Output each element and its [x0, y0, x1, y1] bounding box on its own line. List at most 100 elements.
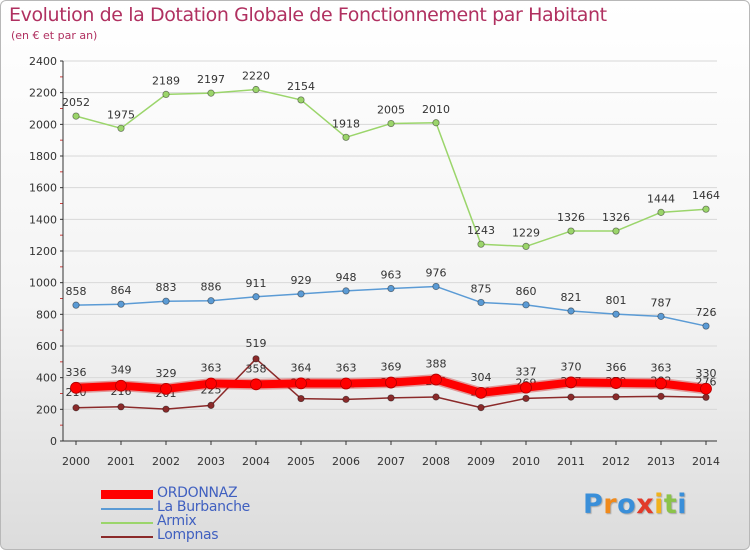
- data-point: [432, 119, 440, 127]
- data-label: 875: [471, 282, 492, 295]
- data-label: 388: [426, 358, 447, 371]
- data-point: [565, 376, 577, 389]
- data-point: [385, 376, 397, 389]
- data-point: [700, 382, 712, 395]
- data-point: [297, 96, 305, 104]
- legend-label: Lompnas: [157, 527, 219, 543]
- data-label: 519: [246, 337, 267, 350]
- x-tick-label: 2005: [287, 455, 315, 468]
- logo-letter: i: [677, 489, 688, 520]
- data-point: [432, 282, 440, 291]
- chart-title: Evolution de la Dotation Globale de Fonc…: [9, 4, 607, 26]
- data-label: 2189: [152, 74, 180, 87]
- data-label: 1326: [602, 211, 630, 224]
- data-label: 2220: [242, 70, 270, 83]
- data-point: [342, 287, 350, 295]
- x-tick-label: 2007: [377, 455, 405, 468]
- legend-label: Armix: [157, 513, 197, 529]
- data-point: [475, 386, 487, 399]
- data-label: 363: [336, 362, 357, 375]
- data-label: 2005: [377, 104, 405, 117]
- data-label: 948: [336, 271, 357, 284]
- y-tick-label: 2200: [29, 87, 57, 100]
- data-point: [702, 205, 710, 213]
- line-chart: 0 200 400 600 800 1000 1200 1400 1600 1800 2000 220…: [29, 55, 720, 468]
- data-label: 1243: [467, 224, 495, 237]
- data-point: [207, 89, 215, 97]
- logo-letter: i: [654, 489, 664, 520]
- logo-letter: P: [583, 489, 604, 520]
- data-point: [610, 377, 622, 389]
- data-label: 336: [66, 366, 87, 379]
- data-label: 1326: [557, 211, 585, 224]
- x-tick-label: 2009: [467, 455, 495, 468]
- y-tick-label: 1200: [29, 245, 57, 258]
- data-label: 2052: [62, 96, 90, 109]
- data-label: 364: [291, 361, 312, 374]
- data-point: [612, 310, 620, 318]
- data-point: [567, 393, 575, 401]
- data-label: 329: [156, 367, 177, 380]
- data-point: [477, 240, 485, 248]
- data-label: 1229: [512, 226, 540, 239]
- data-point: [430, 373, 442, 386]
- x-tick-label: 2011: [557, 455, 585, 468]
- data-point: [567, 227, 575, 235]
- data-point: [657, 208, 665, 216]
- legend-swatch: [101, 508, 153, 510]
- y-tick-label: 1800: [29, 150, 57, 163]
- x-tick-label: 2012: [602, 455, 630, 468]
- data-point: [342, 133, 350, 141]
- x-tick-label: 2013: [647, 455, 675, 468]
- data-label: 886: [201, 281, 222, 294]
- data-point: [160, 383, 172, 395]
- data-label: 860: [516, 285, 537, 298]
- chart-subtitle: (en € et par an): [11, 29, 98, 42]
- data-label: 304: [471, 371, 492, 384]
- data-point: [432, 393, 440, 401]
- data-point: [117, 124, 125, 132]
- x-tick-label: 2002: [152, 455, 180, 468]
- data-label: 337: [516, 366, 537, 379]
- data-label: 976: [426, 266, 447, 279]
- data-point: [702, 393, 710, 401]
- y-tick-label: 800: [36, 308, 57, 321]
- x-tick-label: 2003: [197, 455, 225, 468]
- data-point: [657, 312, 665, 320]
- data-point: [207, 401, 215, 409]
- data-point: [70, 381, 82, 394]
- data-label: 726: [696, 306, 717, 319]
- data-point: [612, 393, 620, 401]
- data-label: 2154: [287, 80, 315, 93]
- y-tick-label: 400: [36, 372, 57, 385]
- data-label: 369: [381, 361, 402, 374]
- data-point: [342, 395, 350, 403]
- legend-item: ORDONNAZ: [101, 485, 361, 502]
- data-point: [252, 293, 260, 301]
- data-point: [162, 90, 170, 99]
- data-point: [297, 394, 305, 403]
- data-label: 370: [561, 360, 582, 373]
- y-tick-label: 1000: [29, 277, 57, 290]
- data-point: [340, 377, 352, 390]
- logo-letter: r: [603, 489, 618, 520]
- data-point: [295, 377, 307, 390]
- data-label: 366: [606, 361, 627, 374]
- data-label: 363: [201, 362, 222, 375]
- data-point: [250, 378, 262, 391]
- logo-letter: t: [663, 489, 678, 520]
- data-point: [657, 392, 665, 400]
- data-label: 2010: [422, 103, 450, 116]
- legend-item: Armix: [101, 513, 361, 530]
- y-tick-label: 200: [36, 403, 57, 416]
- data-label: 911: [246, 277, 267, 290]
- data-label: 821: [561, 291, 582, 304]
- data-point: [522, 242, 530, 251]
- data-label: 963: [381, 269, 402, 282]
- data-point: [72, 404, 80, 412]
- legend-swatch: [101, 536, 153, 538]
- data-point: [477, 403, 485, 412]
- y-tick-label: 600: [36, 340, 57, 353]
- proxiti-logo: Proxiti: [583, 489, 687, 520]
- data-point: [115, 379, 127, 392]
